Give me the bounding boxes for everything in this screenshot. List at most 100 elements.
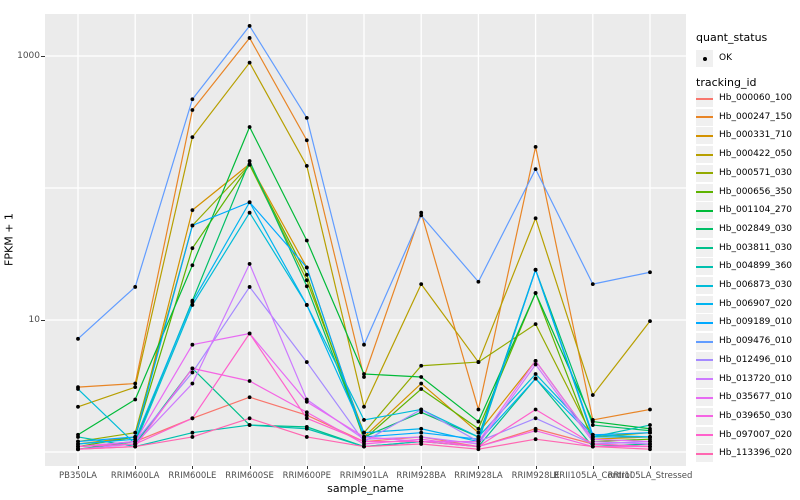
data-point (419, 375, 424, 379)
legend-item-label: OK (719, 53, 732, 63)
legend-item-label: Hb_013720_010 (719, 373, 793, 384)
data-point (190, 246, 195, 251)
data-point (304, 138, 309, 143)
data-point (76, 387, 80, 391)
data-point (419, 210, 424, 215)
data-point (533, 372, 538, 376)
data-point (190, 430, 195, 435)
data-point (190, 366, 195, 371)
data-point (304, 115, 309, 120)
x-tick-label-RRIM928LA: RRIM928LA (454, 471, 503, 481)
data-point (419, 213, 424, 218)
data-point (304, 284, 309, 289)
x-tick-label-RRII105LA_Stressed: RRII105LA_Stressed (607, 471, 693, 481)
series-color-line-icon (696, 378, 713, 380)
data-point (590, 444, 595, 449)
data-point (304, 265, 309, 270)
data-point (190, 263, 195, 268)
y-tick-mark (41, 320, 45, 321)
data-point (304, 303, 309, 307)
legend-item-label: Hb_039650_030 (719, 410, 793, 421)
legend-key-swatch (696, 258, 713, 276)
data-point (476, 279, 481, 284)
legend-item-label: Hb_000331_710 (719, 130, 793, 141)
series-color-line-icon (696, 134, 713, 137)
legend-title-quant-status: quant_status (696, 31, 768, 44)
legend-key-swatch (696, 426, 713, 444)
data-point (304, 278, 309, 283)
data-point (476, 426, 481, 431)
data-point (190, 381, 195, 386)
legend-title-tracking-id: tracking_id (696, 76, 757, 89)
legend-key-swatch (696, 445, 713, 463)
series-color-line-icon (696, 97, 713, 100)
data-point (133, 444, 138, 449)
legend-item-label: Hb_000656_350 (719, 186, 793, 197)
series-color-line-icon (696, 247, 713, 250)
series-color-line-icon (696, 359, 713, 362)
data-point (533, 322, 538, 327)
data-point (648, 435, 652, 439)
data-point (362, 404, 366, 409)
data-point (247, 125, 252, 129)
series-color-line-icon (696, 265, 713, 268)
data-point (133, 430, 138, 435)
data-point (247, 162, 252, 167)
data-point (76, 444, 80, 449)
series-color-line-icon (696, 209, 713, 212)
data-point (133, 381, 138, 386)
data-point (419, 426, 424, 431)
data-point (304, 410, 309, 415)
data-point (247, 200, 252, 205)
series-color-line-icon (696, 191, 713, 193)
data-point (76, 435, 80, 439)
data-point (362, 430, 366, 435)
x-tick-mark (192, 466, 194, 469)
legend-key-swatch (696, 90, 713, 107)
data-point (476, 419, 481, 424)
series-color-line-icon (696, 340, 713, 343)
data-point (76, 447, 80, 452)
data-point (533, 362, 538, 367)
x-tick-mark (592, 466, 594, 469)
data-point (590, 419, 595, 424)
series-color-line-icon (696, 153, 713, 156)
data-point (247, 36, 252, 40)
x-tick-label-RRIM928BA: RRIM928BA (396, 471, 446, 481)
legend-key-swatch (696, 146, 713, 164)
data-point (190, 300, 195, 304)
legend-item-label: Hb_006873_030 (719, 280, 793, 290)
data-point (133, 285, 138, 289)
x-tick-mark (650, 466, 651, 469)
legend-item-label: Hb_000060_100 (719, 93, 793, 103)
series-color-line-icon (696, 228, 713, 231)
data-point (362, 375, 366, 379)
legend-item-label: Hb_113396_020 (719, 448, 793, 459)
legend-item-label: Hb_000571_030 (719, 167, 793, 178)
data-point (419, 442, 424, 446)
data-point (419, 387, 424, 391)
data-point (76, 404, 80, 409)
legend-key-swatch (696, 407, 713, 425)
data-point (304, 426, 309, 431)
data-point (362, 342, 366, 347)
x-tick-label-RRIM600PE: RRIM600PE (282, 471, 331, 481)
data-point (304, 435, 309, 439)
data-point (362, 418, 366, 422)
series-color-line-icon (696, 396, 713, 399)
legend-key-swatch (696, 277, 713, 294)
data-point (648, 319, 652, 324)
legend-key-swatch (696, 351, 713, 369)
series-color-line-icon (696, 116, 713, 119)
data-point (476, 439, 481, 444)
legend-item-label: Hb_003811_030 (719, 242, 793, 253)
data-point (190, 135, 195, 139)
data-point (362, 439, 366, 444)
data-point (419, 407, 424, 412)
data-point (419, 410, 424, 415)
plot-canvas (45, 14, 686, 466)
data-point (476, 360, 481, 364)
legend-item-label: Hb_000422_050 (719, 149, 793, 160)
data-point (247, 423, 252, 427)
data-point (419, 282, 424, 287)
